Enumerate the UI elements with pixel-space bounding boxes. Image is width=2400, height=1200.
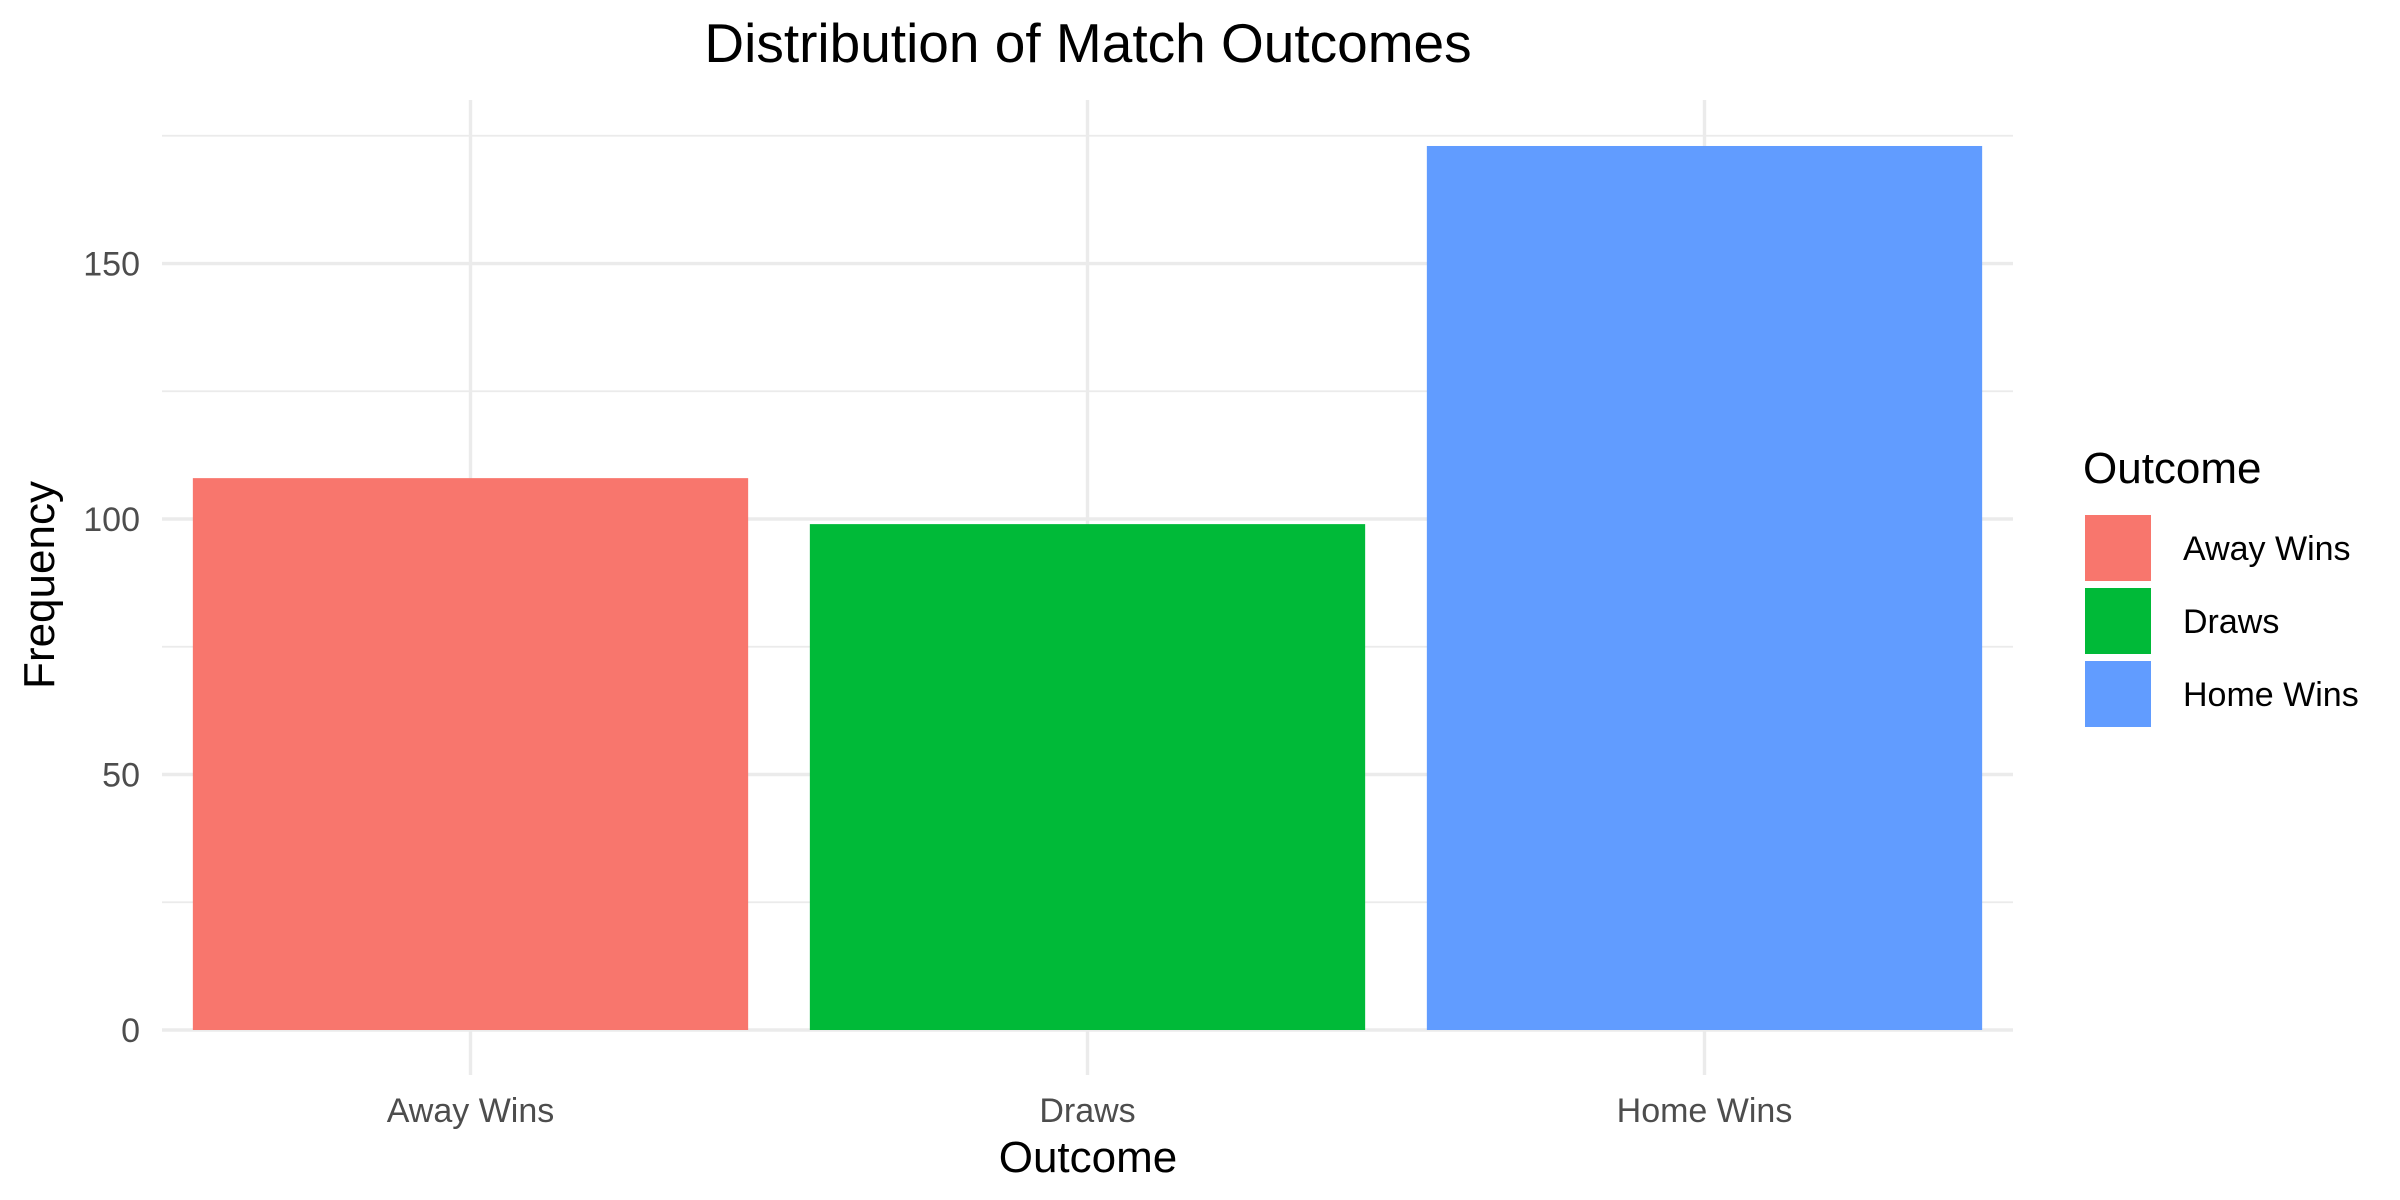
bar	[192, 478, 749, 1031]
x-tick-label: Away Wins	[387, 1092, 555, 1130]
legend-label: Home Wins	[2183, 676, 2359, 714]
y-axis-ticks: 0 50 100 150	[83, 246, 140, 1050]
y-tick-label: 50	[102, 757, 140, 795]
x-axis-ticks: Away Wins Draws Home Wins	[387, 1092, 1793, 1130]
legend: Outcome Away Wins Draws Home Wins	[2083, 444, 2359, 727]
y-tick-label: 100	[83, 501, 140, 539]
legend-key	[2085, 588, 2151, 654]
bars	[192, 145, 1983, 1031]
legend-title: Outcome	[2083, 444, 2262, 493]
x-axis-title: Outcome	[999, 1133, 1178, 1182]
legend-key	[2085, 661, 2151, 727]
legend-label: Away Wins	[2183, 530, 2351, 568]
legend-items: Away Wins Draws Home Wins	[2085, 515, 2359, 727]
bar	[1426, 145, 1983, 1030]
y-tick-label: 0	[121, 1012, 140, 1050]
y-axis-title: Frequency	[15, 481, 64, 689]
legend-key	[2085, 515, 2151, 581]
x-tick-label: Draws	[1039, 1092, 1135, 1130]
x-tick-label: Home Wins	[1617, 1092, 1793, 1130]
bar	[809, 524, 1366, 1030]
y-tick-label: 150	[83, 246, 140, 284]
legend-label: Draws	[2183, 603, 2279, 641]
chart-title: Distribution of Match Outcomes	[704, 12, 1471, 74]
